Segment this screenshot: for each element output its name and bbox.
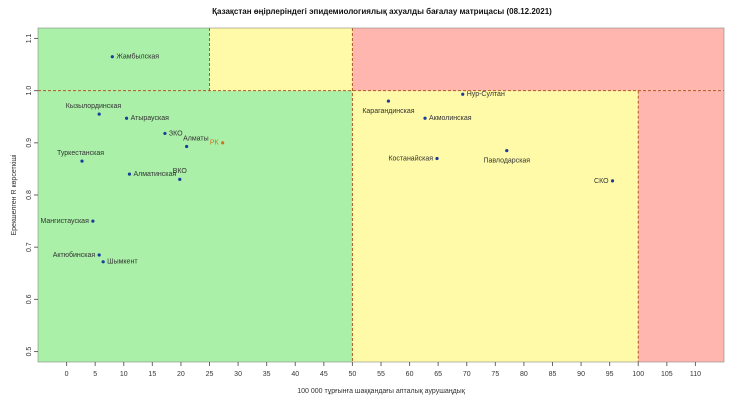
zone	[38, 28, 210, 91]
x-tick-label: 55	[377, 371, 385, 378]
zone	[352, 28, 724, 91]
point-label: Туркестанская	[57, 150, 104, 157]
point-label: Кызылординская	[66, 103, 122, 110]
x-tick-label: 100	[632, 371, 644, 378]
point	[97, 112, 101, 116]
point-label: Алматинская	[133, 171, 176, 178]
x-tick-label: 0	[65, 371, 69, 378]
point	[423, 116, 427, 120]
point-label: Актюбинская	[53, 251, 96, 259]
x-tick-label: 70	[463, 371, 471, 378]
x-tick-label: 30	[234, 371, 242, 378]
y-tick-label: 1.1	[26, 33, 33, 43]
x-axis-label: 100 000 тұрғынға шаққандағы апталық ауру…	[297, 388, 465, 395]
point-label: Акмолинская	[429, 115, 472, 122]
y-tick-label: 0.6	[26, 294, 33, 304]
x-tick-label: 45	[320, 371, 328, 378]
point	[163, 131, 167, 136]
point	[221, 141, 225, 145]
zone	[352, 90, 639, 362]
zone	[38, 90, 353, 362]
point-label: Нур-Султан	[467, 91, 505, 98]
x-tick-label: 35	[263, 371, 271, 378]
point	[80, 159, 84, 163]
x-tick-label: 10	[120, 371, 128, 378]
point-label: РК	[210, 140, 220, 147]
x-tick-label: 80	[520, 371, 528, 378]
y-axis-label: Ерекшелген R көрсеткіші	[10, 154, 18, 235]
x-tick-label: 60	[406, 371, 414, 378]
y-tick-label: 0.7	[26, 242, 33, 252]
point-label: Жамбылская	[116, 53, 159, 61]
x-tick-label: 20	[177, 371, 185, 378]
zone	[638, 90, 724, 362]
x-tick-label: 40	[291, 371, 299, 378]
point	[125, 116, 129, 120]
point	[386, 99, 391, 103]
point-label: Карагандинская	[362, 108, 414, 115]
point-label: Атырауская	[131, 115, 169, 122]
point	[610, 179, 615, 183]
point	[101, 260, 105, 264]
chart-title: Қазақстан өңірлеріндегі эпидемиологиялық…	[212, 7, 552, 16]
point-label: Костанайская	[388, 154, 433, 162]
point-label: ВКО	[173, 168, 188, 175]
point-label: Павлодарская	[483, 157, 530, 164]
x-tick-label: 5	[93, 371, 97, 378]
x-tick-label: 75	[491, 371, 499, 378]
x-tick-label: 110	[690, 371, 701, 378]
y-tick-label: 0.9	[26, 138, 33, 148]
x-tick-label: 85	[549, 371, 557, 378]
point	[178, 177, 182, 181]
x-tick-label: 25	[206, 371, 214, 378]
point	[110, 55, 114, 59]
point	[127, 172, 132, 176]
x-tick-label: 15	[148, 371, 156, 378]
x-tick-label: 95	[606, 371, 614, 378]
point-label: СКО	[594, 178, 609, 185]
point-label: Мангистауская	[40, 218, 89, 225]
x-tick-label: 65	[434, 371, 442, 378]
y-tick-label: 0.8	[26, 190, 33, 200]
point	[97, 253, 101, 257]
point	[435, 156, 439, 161]
point	[185, 144, 189, 149]
x-tick-label: 105	[661, 371, 673, 378]
x-tick-label: 90	[577, 371, 585, 378]
point	[91, 219, 95, 223]
point-label: Шымкент	[107, 259, 138, 266]
point-label: Алматы	[183, 135, 209, 142]
zone	[209, 28, 353, 91]
x-tick-label: 50	[349, 371, 357, 378]
point-label: ЗКО	[169, 130, 183, 137]
y-tick-label: 0.5	[26, 347, 33, 357]
point	[505, 149, 509, 153]
point	[461, 92, 465, 96]
y-tick-label: 1.0	[26, 86, 33, 96]
